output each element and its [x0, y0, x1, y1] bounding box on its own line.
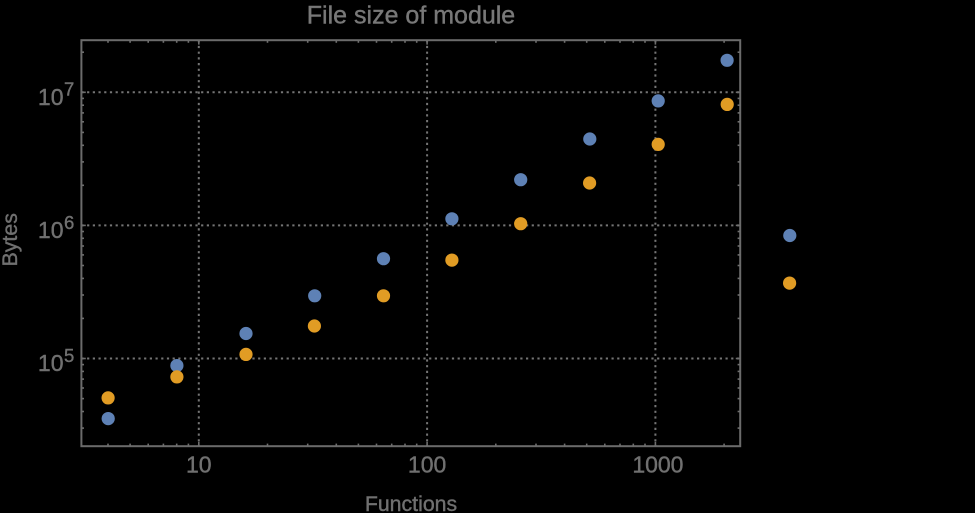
svg-text:100: 100: [408, 451, 446, 477]
svg-text:10: 10: [38, 350, 64, 376]
svg-text:7: 7: [64, 79, 74, 100]
svg-text:10: 10: [38, 217, 64, 243]
svg-text:Functions: Functions: [365, 492, 457, 513]
svg-text:1000: 1000: [632, 451, 683, 477]
svg-text:Bytes: Bytes: [0, 213, 22, 266]
svg-text:6: 6: [64, 212, 74, 233]
svg-text:5: 5: [64, 345, 74, 366]
svg-text:10: 10: [38, 84, 64, 110]
svg-text:File size of module: File size of module: [307, 2, 515, 30]
svg-text:10: 10: [186, 451, 212, 477]
